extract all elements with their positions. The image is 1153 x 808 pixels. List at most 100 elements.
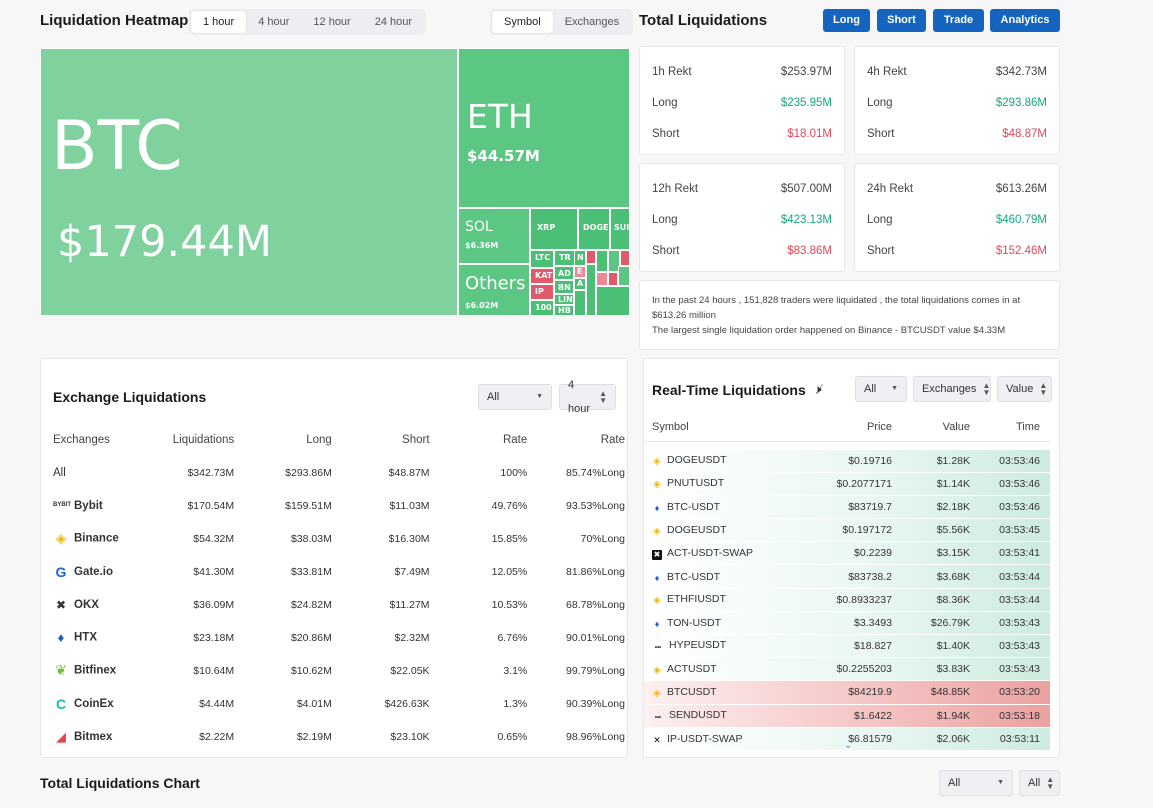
tile-small-10[interactable] [618, 266, 630, 286]
tab-1-hour[interactable]: 1 hour [191, 11, 247, 33]
table-row[interactable]: ❦ Bitfinex $10.64M $10.62M $22.05K 3.1% 9… [53, 654, 625, 687]
tile-others[interactable]: Others $6.02M [458, 264, 530, 316]
table-row[interactable]: ✕ IP-USDT-SWAP $6.81579 $2.06K 03:53:11 [644, 727, 1050, 751]
exchange-name: All [53, 466, 66, 479]
tile-ad-symbol: AD [558, 269, 571, 278]
tab-4-hour[interactable]: 4 hour [258, 16, 290, 28]
tile-lin[interactable]: LIN [554, 294, 574, 305]
realtime-filter-exchanges-value: Exchanges [922, 383, 977, 395]
table-row[interactable]: ••• SENDUSDT $1.6422 $1.94K 03:53:18 [644, 704, 1050, 728]
tile-ad[interactable]: AD [554, 266, 574, 280]
tile-xrp[interactable]: XRP [530, 208, 578, 250]
symbol-cell: ◈ PNUTUSDT [644, 472, 794, 496]
htx-icon: ♦ [654, 502, 660, 513]
symbol-cell: ✕ IP-USDT-SWAP [644, 727, 794, 751]
exchange-liquidations-title: Exchange Liquidations [53, 389, 207, 405]
tile-eth[interactable]: ETH $44.57M [458, 48, 630, 208]
chevron-down-icon: ▼ [536, 393, 543, 400]
long-button[interactable]: Long [823, 9, 870, 32]
tile-small-3[interactable] [596, 250, 608, 272]
tile-small-4[interactable] [608, 250, 620, 272]
symbol-name: DOGEUSDT [667, 454, 727, 467]
table-row[interactable]: ◈ Binance $54.32M $38.03M $16.30M 15.85% … [53, 522, 625, 555]
tile-small-9[interactable] [608, 272, 618, 286]
price-value: $84219.9 [794, 680, 892, 705]
short-value: $11.03M [389, 499, 430, 512]
col-price: Price [794, 414, 892, 442]
binance-icon: ◈ [653, 687, 661, 699]
symbol-cell: ♦ BTC-USDT [644, 495, 794, 520]
table-row[interactable]: ✖ ACT-USDT-SWAP $0.2239 $3.15K 03:53:41 [644, 541, 1050, 566]
trade-button[interactable]: Trade [933, 9, 984, 32]
long-value: $24.82M [290, 598, 332, 611]
tile-btc[interactable]: BTC $179.44M [40, 48, 458, 316]
realtime-filter-all[interactable]: All ▼ [855, 376, 907, 402]
scroll-more-chevron-icon[interactable]: ⌄ [844, 740, 853, 751]
table-row[interactable]: G Gate.io $41.30M $33.81M $7.49M 12.05% 8… [53, 555, 625, 588]
tile-small-8[interactable] [596, 286, 630, 316]
rekt-long-value: $423.13M [780, 214, 832, 226]
exchange-cell: BYBIT Bybit [53, 489, 141, 522]
tab-exchanges[interactable]: Exchanges [564, 16, 620, 28]
long-value: $38.03M [290, 532, 332, 545]
analytics-button[interactable]: Analytics [990, 9, 1060, 32]
tile-a[interactable]: A [574, 278, 586, 290]
tile-n[interactable]: N [574, 250, 586, 266]
table-row[interactable]: ◈ BTCUSDT $84219.9 $48.85K 03:53:20 [644, 680, 1050, 705]
rate-value: 15.85% [491, 532, 528, 545]
table-row[interactable]: ••• HYPEUSDT $18.827 $1.40K 03:53:43 [644, 634, 1050, 659]
period-filter-select[interactable]: 4 hour ▲ ▼ [559, 379, 616, 415]
value-amount: $2.18K [892, 495, 970, 520]
tile-sui[interactable]: SUI [610, 208, 630, 250]
sound-mute-icon[interactable]: 🕨̸ [814, 382, 822, 396]
realtime-filter-value[interactable]: Value ▲ ▼ [997, 376, 1052, 402]
value-amount: $1.94K [892, 704, 970, 728]
short-button[interactable]: Short [877, 9, 926, 32]
exchange-filter-select[interactable]: All ▼ [478, 384, 552, 410]
long-value: $159.51M [285, 499, 332, 512]
tile-ip[interactable]: IP [530, 284, 554, 300]
table-row[interactable]: All $342.73M $293.86M $48.87M 100% 85.74… [53, 456, 625, 489]
value-amount: $48.85K [892, 680, 970, 705]
symbol-cell: ♦ BTC-USDT [644, 564, 794, 589]
table-row[interactable]: ◈ ACTUSDT $0.2255203 $3.83K 03:53:43 [644, 657, 1050, 682]
table-row[interactable]: ◈ PNUTUSDT $0.2077171 $1.14K 03:53:46 [644, 472, 1050, 496]
table-row[interactable]: BYBIT Bybit $170.54M $159.51M $11.03M 49.… [53, 489, 625, 522]
chart-filter-select-1[interactable]: All ▼ [939, 770, 1013, 796]
table-row[interactable]: ◢ Bitmex $2.22M $2.19M $23.10K 0.65% 98.9… [53, 720, 625, 753]
tile-e[interactable]: E [574, 266, 586, 278]
table-row[interactable]: ♦ BTC-USDT $83719.7 $2.18K 03:53:46 [644, 495, 1050, 520]
table-row[interactable]: ✖ OKX $36.09M $24.82M $11.27M 10.53% 68.7… [53, 588, 625, 621]
table-row[interactable]: ◈ DOGEUSDT $0.197172 $5.56K 03:53:45 [644, 518, 1050, 543]
table-row[interactable]: ◈ ETHFIUSDT $0.8933237 $8.36K 03:53:44 [644, 588, 1050, 612]
realtime-filter-exchanges[interactable]: Exchanges ▲ ▼ [913, 376, 991, 402]
tile-bn[interactable]: BN [554, 280, 574, 294]
table-row[interactable]: C CoinEx $4.44M $4.01M $426.63K 1.3% 90.3… [53, 687, 625, 720]
tile-btc-symbol: BTC [51, 107, 183, 186]
tab-12-hour[interactable]: 12 hour [313, 16, 351, 28]
tile-small-1[interactable] [574, 290, 586, 316]
tile-sui-symbol: SUI [614, 223, 630, 232]
tile-100[interactable]: 100 [530, 300, 554, 316]
table-row[interactable]: ♦ HTX $23.18M $20.86M $2.32M 6.76% 90.01%… [53, 621, 625, 654]
table-row[interactable]: ♦ BTC-USDT $83738.2 $3.68K 03:53:44 [644, 564, 1050, 589]
tile-kat[interactable]: KAT [530, 268, 554, 284]
tile-small-5[interactable] [620, 250, 630, 266]
price-value: $18.827 [794, 634, 892, 659]
chart-filter-select-2[interactable]: All ▲ ▼ [1019, 770, 1060, 796]
tile-hb[interactable]: HB [554, 305, 574, 316]
exchange-cell: ❦ Bitfinex [53, 654, 141, 687]
time-value: 03:53:18 [970, 704, 1050, 728]
tile-small-7[interactable] [596, 272, 608, 286]
table-row[interactable]: ◈ DOGEUSDT $0.19716 $1.28K 03:53:46 [644, 449, 1050, 473]
tab-symbol[interactable]: Symbol [492, 11, 553, 33]
total-liquidations-chart-title: Total Liquidations Chart [40, 775, 200, 791]
tile-small-2[interactable] [586, 250, 596, 264]
tile-ltc[interactable]: LTC [530, 250, 554, 268]
tile-sol[interactable]: SOL $6.36M [458, 208, 530, 264]
tile-small-6[interactable] [586, 264, 596, 316]
table-row[interactable]: ♦ TON-USDT $3.3493 $26.79K 03:53:43 [644, 611, 1050, 636]
bybit-icon: ••• [654, 714, 662, 721]
tile-doge[interactable]: DOGE [578, 208, 610, 250]
tab-24-hour[interactable]: 24 hour [374, 16, 413, 28]
